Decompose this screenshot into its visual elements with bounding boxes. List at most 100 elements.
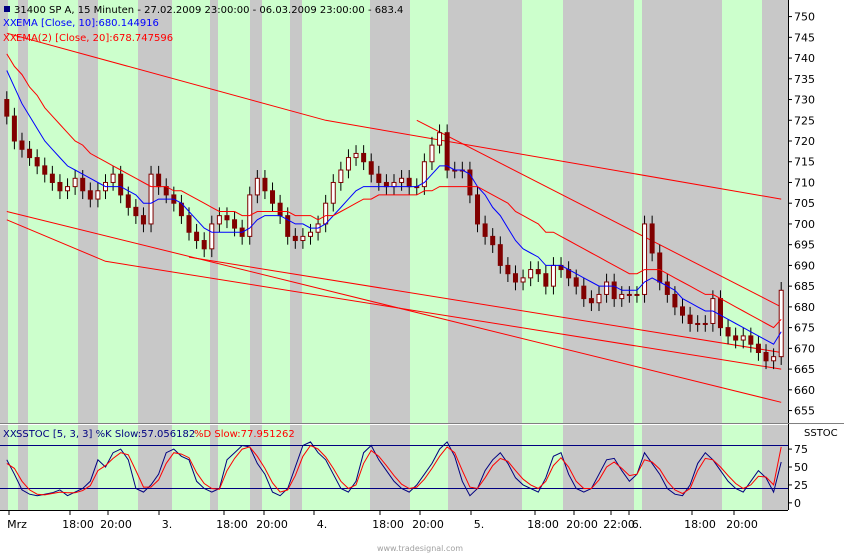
- price-tick-label: 745: [794, 31, 815, 44]
- stoch-panel: [0, 425, 788, 510]
- middle-channel-line[interactable]: [6, 219, 782, 370]
- candle: [581, 277, 587, 307]
- candle-body: [505, 264, 511, 275]
- price-tick-label: 750: [794, 11, 815, 24]
- candle-body: [42, 165, 48, 175]
- candle: [353, 145, 359, 166]
- candle-body: [140, 215, 146, 225]
- candle: [330, 174, 336, 212]
- candle: [368, 153, 374, 183]
- stoch-legend-d: %D Slow:77.951262: [194, 429, 295, 440]
- price-tick-label: 695: [794, 239, 815, 252]
- candle-body: [345, 157, 351, 171]
- candle: [57, 174, 63, 200]
- ema20-line[interactable]: [6, 53, 782, 329]
- price-tick-label: 685: [794, 280, 815, 293]
- candle-body: [581, 285, 587, 300]
- candle-body: [619, 293, 625, 300]
- ema10-legend: EMA [Close, 10]:680.144916: [16, 18, 159, 29]
- candle-body: [201, 240, 207, 250]
- stoch-k-line[interactable]: [6, 441, 782, 497]
- candle-body: [224, 215, 230, 221]
- session-band-gray: [642, 425, 682, 510]
- stoch-d-line[interactable]: [6, 444, 782, 496]
- candle-body: [19, 140, 25, 150]
- candle: [664, 273, 670, 303]
- candle-body: [262, 177, 268, 192]
- session-band-gray: [448, 425, 480, 510]
- candle-body: [186, 215, 192, 233]
- stoch-levels: [0, 445, 788, 489]
- candle-body: [4, 99, 10, 117]
- time-tick-label: 20:00: [100, 518, 132, 531]
- session-band-gray: [563, 0, 604, 423]
- candle: [224, 207, 230, 229]
- support-line[interactable]: [188, 256, 782, 353]
- candle-body: [87, 190, 93, 200]
- stoch-xx-mark[interactable]: XX: [3, 429, 17, 440]
- price-tick-label: 725: [794, 114, 815, 127]
- candle-body: [512, 273, 518, 283]
- stoch-panel-tag: SSTOC: [804, 428, 838, 439]
- time-tick-label: 5.: [474, 518, 485, 531]
- upper-channel-line[interactable]: [6, 32, 782, 200]
- candle-body: [421, 161, 427, 188]
- candle: [34, 149, 40, 175]
- candle: [695, 315, 701, 332]
- stoch-axis: 0 25 50 75: [788, 443, 808, 510]
- candle: [619, 286, 625, 307]
- candle: [588, 290, 594, 312]
- price-tick-label: 675: [794, 322, 815, 335]
- candle-body: [232, 219, 238, 229]
- candle-body: [125, 194, 131, 208]
- candle-body: [664, 281, 670, 295]
- candle-body: [110, 173, 116, 183]
- candle-body: [444, 132, 450, 171]
- candle-body: [399, 177, 405, 183]
- candle: [27, 141, 33, 166]
- candle: [535, 261, 541, 282]
- candle-body: [475, 194, 481, 225]
- candle: [687, 306, 693, 332]
- candle-body: [353, 152, 359, 159]
- session-band-gray: [604, 425, 634, 510]
- ema10-line[interactable]: [6, 70, 782, 345]
- candle: [490, 228, 496, 253]
- ema10-xx-mark[interactable]: XX: [3, 18, 17, 29]
- session-band-gray: [480, 425, 522, 510]
- candle: [118, 165, 124, 204]
- price-tick-label: 680: [794, 301, 815, 314]
- candle-body: [604, 281, 610, 295]
- session-band-gray: [78, 0, 98, 423]
- candle-body: [733, 335, 739, 341]
- candle: [125, 186, 131, 216]
- candle: [421, 153, 427, 195]
- resistance-line[interactable]: [416, 119, 782, 308]
- price-tick-label: 730: [794, 94, 815, 107]
- ema20-xx-mark[interactable]: XX: [3, 33, 17, 44]
- candle-body: [330, 181, 336, 204]
- time-tick-label: 3.: [162, 518, 173, 531]
- session-band-gray: [210, 425, 218, 510]
- candle-body: [27, 148, 33, 159]
- candle-body: [49, 173, 55, 183]
- candle-body: [437, 132, 443, 146]
- candle-body: [323, 202, 329, 225]
- candle-body: [254, 177, 260, 196]
- candle-body: [642, 223, 648, 295]
- candle: [80, 170, 86, 200]
- lower-channel-line[interactable]: [6, 211, 782, 403]
- candle-body: [763, 352, 769, 362]
- candle-body: [680, 306, 686, 316]
- candle: [778, 282, 784, 365]
- candle: [520, 269, 526, 291]
- instrument-icon: [4, 6, 10, 12]
- candle: [186, 207, 192, 241]
- candle-body: [277, 202, 283, 217]
- candle-body: [740, 335, 746, 341]
- candle: [254, 170, 260, 204]
- candle: [399, 170, 405, 191]
- time-axis: Mrz 18:00 20:00 3. 18:00 20:00 4. 18:00 20:00 5. 1…: [0, 510, 788, 531]
- candle: [285, 207, 291, 245]
- candle: [596, 286, 602, 312]
